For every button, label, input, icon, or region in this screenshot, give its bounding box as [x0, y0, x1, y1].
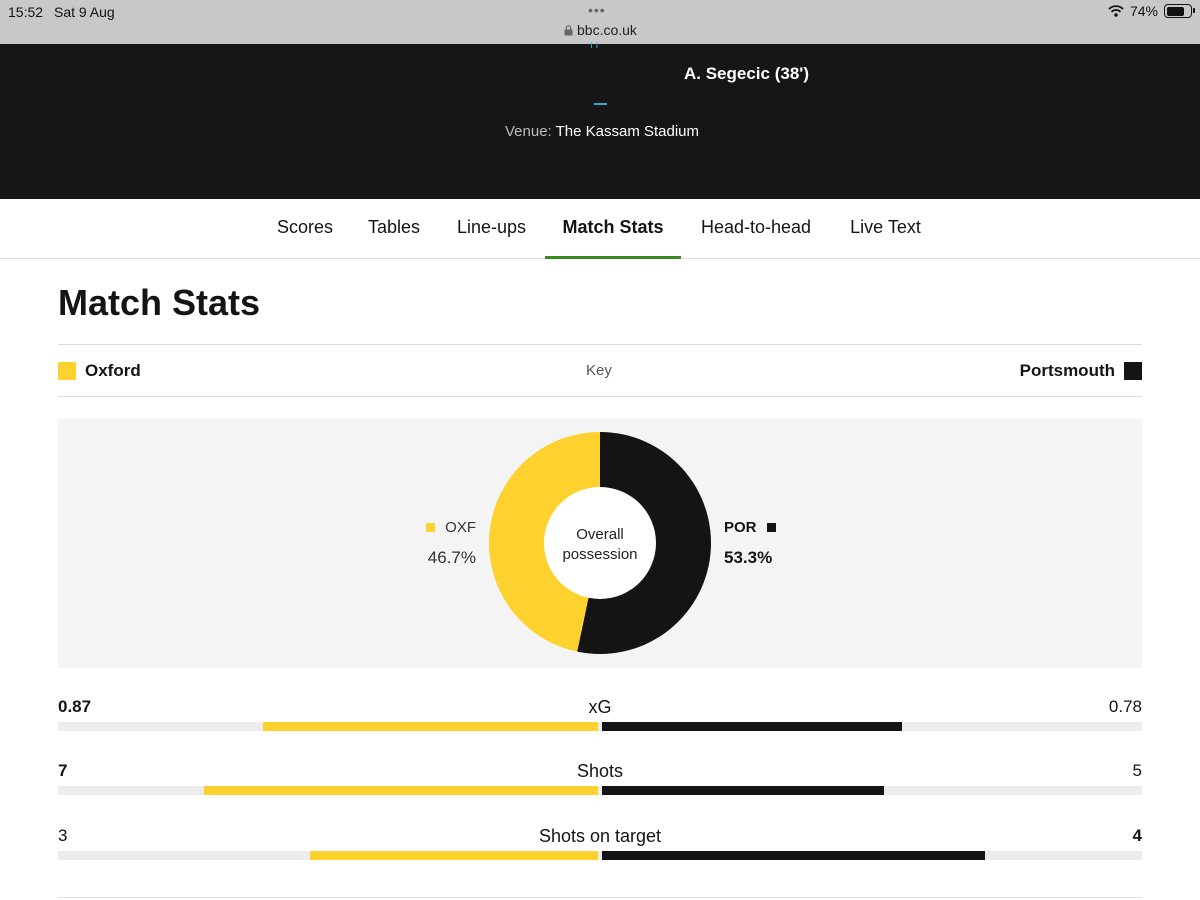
donut-center-line2: possession — [562, 546, 637, 563]
home-possession-code: OXF — [445, 519, 476, 536]
away-team-name: Portsmouth — [1019, 361, 1115, 380]
status-date: Sat 9 Aug — [54, 4, 115, 20]
venue-name: The Kassam Stadium — [555, 123, 700, 140]
team-key: Oxford Key Portsmouth — [58, 344, 1142, 397]
stat-bar-track — [58, 722, 1142, 731]
tab-scores[interactable]: Scores — [276, 217, 334, 237]
tab-head-to-head[interactable]: Head-to-head — [700, 217, 812, 237]
tab-line-ups[interactable]: Line-ups — [456, 217, 527, 237]
stat-bar-track — [58, 851, 1142, 860]
battery-icon — [1164, 4, 1195, 18]
home-stat-bar — [310, 851, 598, 860]
stat-home-value: 7 — [58, 761, 68, 780]
stat-label: xG — [588, 697, 612, 717]
home-stat-bar — [263, 722, 598, 731]
home-team-key: Oxford — [58, 361, 141, 381]
possession-donut: Overall possession — [489, 432, 711, 654]
tab-tables[interactable]: Tables — [367, 217, 421, 237]
home-color-swatch — [58, 362, 76, 380]
stat-away-value: 0.78 — [1108, 697, 1142, 716]
away-possession-code: POR — [724, 519, 757, 536]
away-color-swatch — [1124, 362, 1142, 380]
donut-center-line1: Overall — [576, 526, 624, 543]
match-tabs: Scores Tables Line-ups Match Stats Head-… — [0, 199, 1200, 259]
url-text: bbc.co.uk — [577, 22, 637, 38]
away-team-key: Portsmouth — [1020, 361, 1142, 381]
stat-away-value: 5 — [1132, 761, 1142, 780]
stat-row-shots: 7 Shots 5 — [58, 761, 1142, 801]
address-bar[interactable]: bbc.co.uk — [564, 22, 637, 38]
home-possession-value: 46.7% — [427, 548, 476, 567]
ios-status-bar: 15:52 Sat 9 Aug ••• bbc.co.uk 74% — [0, 0, 1200, 44]
home-possession: OXF 46.7% — [416, 519, 476, 568]
status-time: 15:52 — [8, 4, 44, 20]
stat-label: Shots on target — [538, 826, 662, 846]
away-possession-value: 53.3% — [724, 548, 773, 567]
away-stat-bar — [602, 851, 986, 860]
possession-panel: OXF 46.7% Overall possession POR 53.3% — [58, 419, 1142, 668]
wifi-icon — [1108, 5, 1124, 17]
more-dots-icon[interactable]: ••• — [588, 2, 606, 18]
header-accent-mark: ı ı — [590, 40, 599, 51]
stat-bar-track — [58, 786, 1142, 795]
stat-away-value: 4 — [1132, 826, 1142, 845]
match-header: ı ı A. Segecic (38') Venue: The Kassam S… — [0, 40, 1200, 199]
battery-level — [1166, 6, 1184, 16]
stat-home-value: 0.87 — [58, 697, 92, 716]
stat-home-value: 3 — [58, 826, 68, 845]
page-title: Match Stats — [58, 282, 261, 323]
away-possession: POR 53.3% — [724, 519, 804, 568]
tab-match-stats[interactable]: Match Stats — [545, 199, 681, 259]
away-stat-bar — [602, 786, 884, 795]
home-possession-swatch — [426, 523, 436, 532]
stat-label: Shots — [576, 761, 624, 781]
divider — [58, 897, 1142, 898]
home-stat-bar — [203, 786, 598, 795]
key-label: Key — [586, 362, 612, 379]
goal-scorer: A. Segecic (38') — [684, 64, 809, 83]
stat-row-xg: 0.87 xG 0.78 — [58, 697, 1142, 737]
battery-percent: 74% — [1129, 3, 1158, 19]
tab-live-text[interactable]: Live Text — [850, 217, 921, 237]
header-accent-dash — [594, 103, 607, 105]
donut-center — [544, 487, 656, 599]
venue: Venue: The Kassam Stadium — [505, 123, 699, 140]
venue-label: Venue: — [505, 123, 552, 140]
home-team-name: Oxford — [85, 361, 141, 380]
lock-icon — [564, 24, 573, 35]
away-possession-swatch — [766, 523, 776, 532]
away-stat-bar — [602, 722, 903, 731]
stat-row-shots-on-target: 3 Shots on target 4 — [58, 826, 1142, 866]
